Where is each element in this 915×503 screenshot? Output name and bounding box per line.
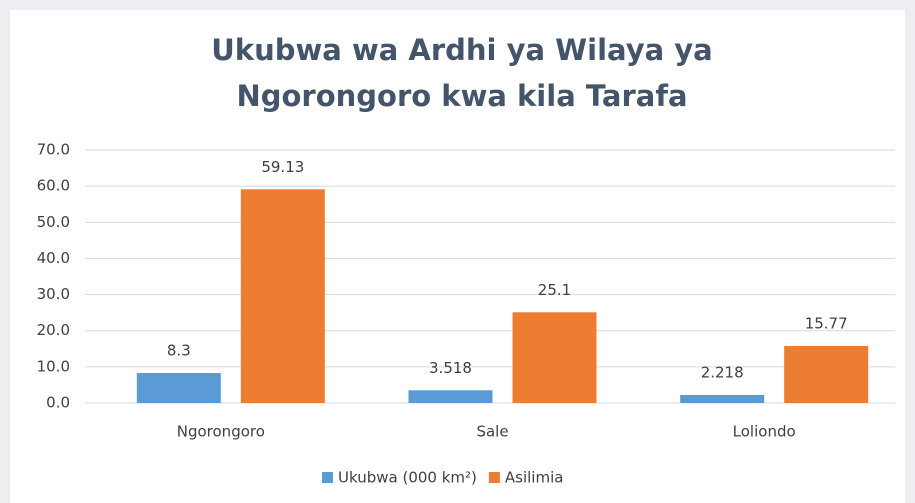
bar xyxy=(512,312,597,403)
bar xyxy=(136,373,221,403)
x-tick-label: Loliondo xyxy=(733,423,796,441)
data-label: 15.77 xyxy=(805,315,848,333)
y-tick-label: 40.0 xyxy=(37,249,70,267)
y-tick-label: 50.0 xyxy=(37,213,70,231)
x-tick-label: Ngorongoro xyxy=(177,423,265,441)
y-tick-label: 70.0 xyxy=(37,141,70,159)
y-tick-label: 0.0 xyxy=(46,394,70,412)
y-tick-label: 30.0 xyxy=(37,285,70,303)
legend-label: Ukubwa (000 km²) xyxy=(338,469,477,487)
legend-swatch xyxy=(488,472,500,483)
y-tick-label: 20.0 xyxy=(37,321,70,339)
bar xyxy=(784,346,869,403)
bar xyxy=(680,394,765,403)
chart-title: Ukubwa wa Ardhi ya Wilaya ya xyxy=(211,33,713,67)
chart-area xyxy=(10,10,905,503)
bar xyxy=(408,390,493,403)
legend-label: Asilimia xyxy=(505,469,564,487)
data-label: 25.1 xyxy=(538,281,571,299)
x-tick-label: Sale xyxy=(476,423,508,441)
bar xyxy=(240,189,325,403)
data-label: 2.218 xyxy=(701,363,744,381)
data-label: 8.3 xyxy=(167,342,191,360)
data-label: 59.13 xyxy=(261,158,304,176)
y-tick-label: 60.0 xyxy=(37,177,70,195)
legend-swatch xyxy=(322,472,333,483)
chart-title: Ngorongoro kwa kila Tarafa xyxy=(236,79,687,113)
data-label: 3.518 xyxy=(429,359,472,377)
y-tick-label: 10.0 xyxy=(37,357,70,375)
